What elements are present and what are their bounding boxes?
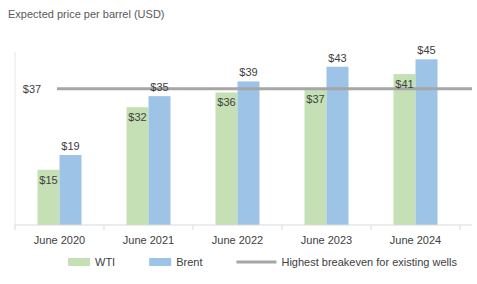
data-label: $43 <box>328 52 346 64</box>
bar <box>416 59 438 225</box>
data-label: $39 <box>239 66 257 78</box>
x-tick <box>15 225 16 230</box>
data-label: $15 <box>39 174 57 186</box>
bar <box>394 74 416 225</box>
data-label: $41 <box>395 78 413 90</box>
title: Expected price per barrel (USD) <box>8 8 165 20</box>
legend-swatch <box>149 258 171 266</box>
legend-label: Highest breakeven for existing wells <box>281 256 457 268</box>
data-label: $35 <box>150 81 168 93</box>
x-tick <box>193 225 194 230</box>
x-tick-label: June 2021 <box>123 234 174 246</box>
legend-label: Brent <box>176 256 202 268</box>
x-tick-label: June 2024 <box>390 234 441 246</box>
x-tick <box>104 225 105 230</box>
legend-label: WTI <box>95 256 115 268</box>
data-label: $37 <box>306 93 324 105</box>
bar <box>127 107 149 225</box>
bar <box>38 170 60 225</box>
x-tick-label: June 2022 <box>212 234 263 246</box>
x-tick-label: June 2023 <box>301 234 352 246</box>
x-tick-label: June 2020 <box>34 234 85 246</box>
data-label: $19 <box>61 140 79 152</box>
bar <box>305 89 327 225</box>
x-axis-line <box>15 225 472 226</box>
bar <box>238 81 260 225</box>
data-label: $45 <box>417 44 435 56</box>
data-label: $36 <box>217 96 235 108</box>
reference-label: $37 <box>23 83 41 95</box>
y-axis-line <box>15 52 16 225</box>
x-tick <box>371 225 372 230</box>
legend-line <box>236 261 276 264</box>
data-label: $32 <box>128 111 146 123</box>
bar <box>60 155 82 225</box>
bar <box>216 92 238 225</box>
x-tick <box>460 225 461 230</box>
bar <box>149 96 171 225</box>
legend-swatch <box>68 258 90 266</box>
x-tick <box>282 225 283 230</box>
bar <box>327 67 349 225</box>
plot-marks <box>38 59 473 225</box>
